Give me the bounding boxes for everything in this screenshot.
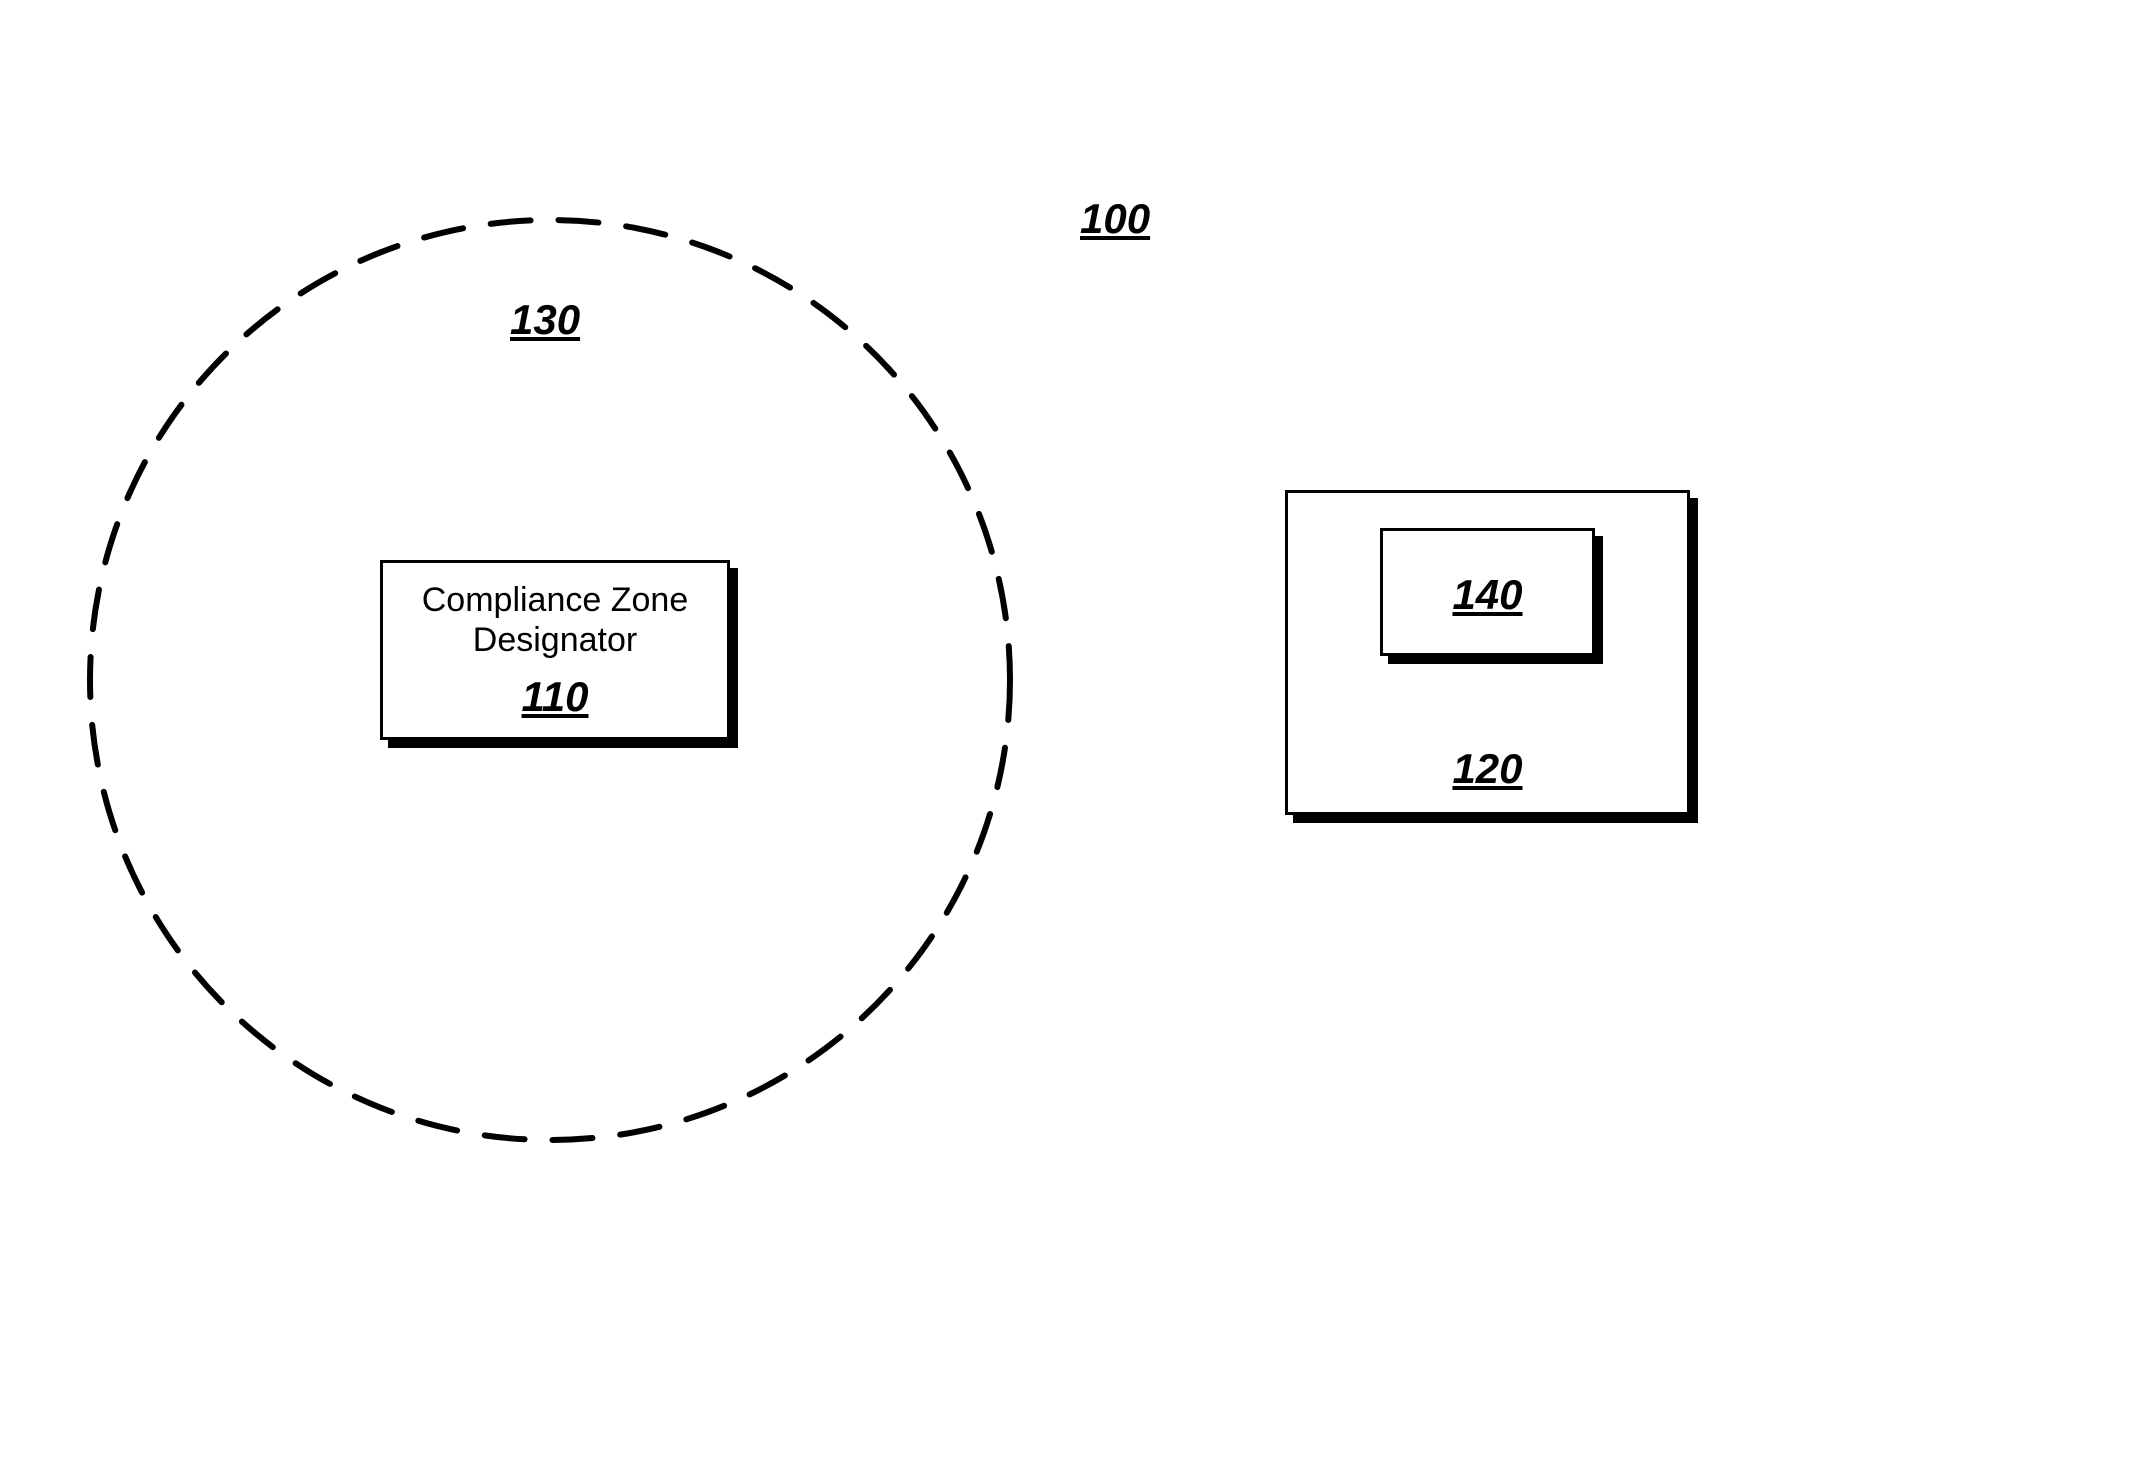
outer-box-number-120: 120 bbox=[1452, 745, 1522, 792]
inner-box-140: 140 bbox=[1380, 528, 1595, 656]
compliance-box-title-line2: Designator bbox=[473, 621, 637, 659]
circle-label-130: 130 bbox=[510, 296, 580, 344]
compliance-box-number-110: 110 bbox=[522, 673, 589, 720]
inner-box-number-140: 140 bbox=[1452, 571, 1522, 618]
compliance-box-title-line1: Compliance Zone bbox=[422, 581, 688, 619]
compliance-zone-designator-box: Compliance Zone Designator 110 bbox=[380, 560, 730, 740]
figure-label-100: 100 bbox=[1080, 195, 1150, 243]
